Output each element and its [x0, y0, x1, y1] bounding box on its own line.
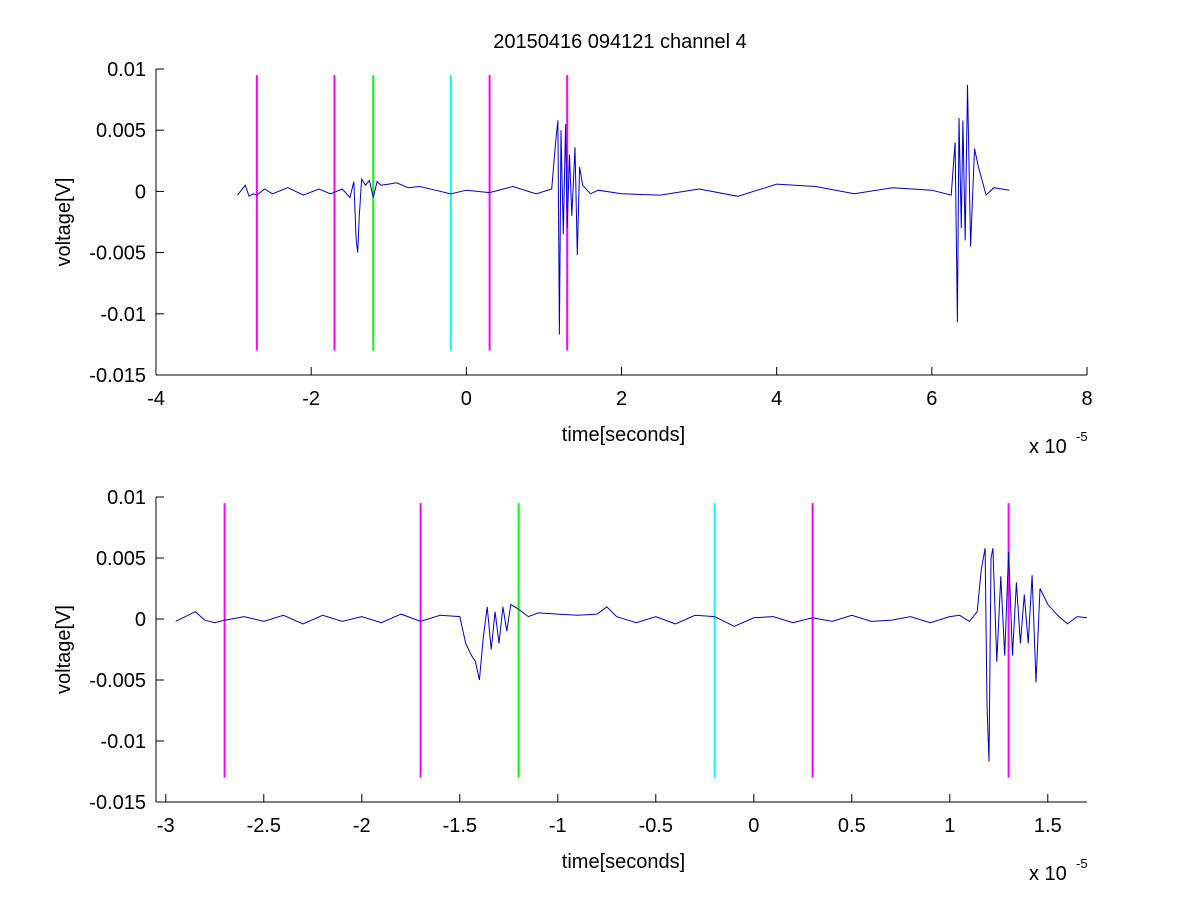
y-tick-label: -0.015	[89, 365, 146, 387]
y-tick-label: 0.005	[96, 548, 146, 570]
y-axis-label: voltage[V]	[53, 605, 75, 694]
y-axis-label: voltage[V]	[53, 178, 75, 267]
y-tick-label: 0	[135, 181, 146, 203]
y-tick-label: -0.005	[89, 243, 146, 265]
x-axis-label: time[seconds]	[562, 851, 685, 873]
y-tick-label: -0.005	[89, 670, 146, 692]
x-tick-label: 2	[616, 388, 627, 410]
x-multiplier-label: x 10	[1029, 863, 1067, 885]
axes-bottom: -0.015 -0.01 -0.005 0 0.005 0.01 -3 -2.5 -2 -1.5 -…	[53, 487, 1088, 885]
y-tick-label: -0.01	[100, 304, 146, 326]
x-tick-label: 0	[461, 388, 472, 410]
x-multiplier-exponent: -5	[1076, 856, 1088, 871]
x-multiplier-exponent: -5	[1076, 429, 1088, 444]
x-tick-label: -3	[157, 815, 175, 837]
x-multiplier-label: x 10	[1029, 436, 1067, 458]
y-tick-label: 0.01	[107, 59, 146, 81]
x-axis-label: time[seconds]	[562, 424, 685, 446]
voltage-trace	[175, 548, 1088, 762]
x-tick-label: -2.5	[247, 815, 281, 837]
x-tick-label: 8	[1081, 388, 1092, 410]
x-tick-label: -1.5	[443, 815, 477, 837]
x-tick-label: 1	[944, 815, 955, 837]
x-tick-label: -2	[353, 815, 371, 837]
x-tick-label: 6	[926, 388, 937, 410]
y-tick-label: 0.01	[107, 487, 146, 509]
x-tick-label: 1.5	[1034, 815, 1062, 837]
axes-top: -0.015 -0.01 -0.005 0 0.005 0.01 -4 -2 0 2 4 6 8 time…	[53, 59, 1093, 458]
x-tick-label: -2	[302, 388, 320, 410]
x-tick-label: -4	[147, 388, 165, 410]
x-tick-label: 0	[748, 815, 759, 837]
y-tick-label: 0	[135, 609, 146, 631]
y-tick-label: 0.005	[96, 120, 146, 142]
x-tick-label: 4	[771, 388, 782, 410]
x-tick-label: 0.5	[838, 815, 866, 837]
x-tick-label: -0.5	[639, 815, 673, 837]
x-tick-label: -1	[549, 815, 567, 837]
voltage-trace	[237, 84, 1010, 335]
y-tick-label: -0.01	[100, 731, 146, 753]
chart-title: 20150416 094121 channel 4	[493, 31, 747, 53]
y-tick-label: -0.015	[89, 792, 146, 814]
